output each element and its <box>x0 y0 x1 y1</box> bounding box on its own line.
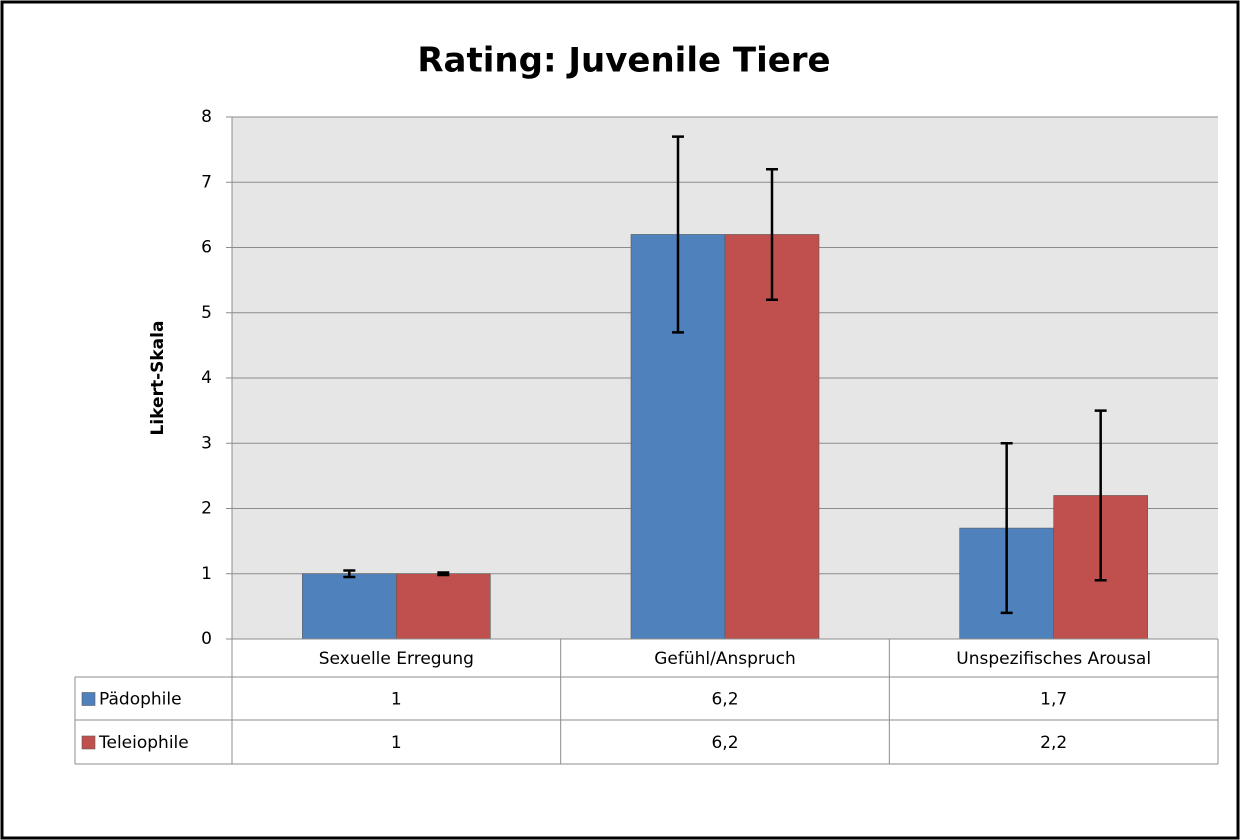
table-value: 6,2 <box>711 690 738 710</box>
table-value: 6,2 <box>711 733 738 753</box>
table-value: 1,7 <box>1040 690 1067 710</box>
y-tick-label: 8 <box>201 107 212 127</box>
legend-swatch <box>81 735 96 750</box>
y-tick-label: 1 <box>201 564 212 584</box>
bar <box>396 573 491 640</box>
error-bar <box>766 167 778 301</box>
bar <box>302 573 397 640</box>
y-tick-label: 2 <box>201 499 212 519</box>
legend-label: Teleiophile <box>98 733 189 753</box>
error-bar <box>1000 442 1013 615</box>
y-tick-label: 7 <box>201 172 212 192</box>
x-tick-label: Gefühl/Anspruch <box>654 649 796 669</box>
error-bar <box>437 571 450 577</box>
table-value: 1 <box>391 733 402 753</box>
table-value: 1 <box>391 690 402 710</box>
legend-label: Pädophile <box>99 690 182 710</box>
bar <box>724 234 820 640</box>
table-value: 2,2 <box>1040 733 1067 753</box>
chart-title: Rating: Juvenile Tiere <box>417 41 830 81</box>
legend-swatch <box>81 692 96 706</box>
error-bar <box>343 569 356 579</box>
y-tick-label: 3 <box>201 433 212 453</box>
error-bar <box>1094 409 1107 582</box>
y-axis-label: Likert-Skala <box>148 321 168 436</box>
error-bar <box>672 135 684 334</box>
y-tick-label: 6 <box>201 238 212 258</box>
y-tick-label: 0 <box>201 629 212 649</box>
y-tick-label: 5 <box>201 303 212 323</box>
y-tick-label: 4 <box>201 368 212 388</box>
x-tick-label: Unspezifisches Arousal <box>956 649 1151 669</box>
x-tick-label: Sexuelle Erregung <box>319 649 474 669</box>
